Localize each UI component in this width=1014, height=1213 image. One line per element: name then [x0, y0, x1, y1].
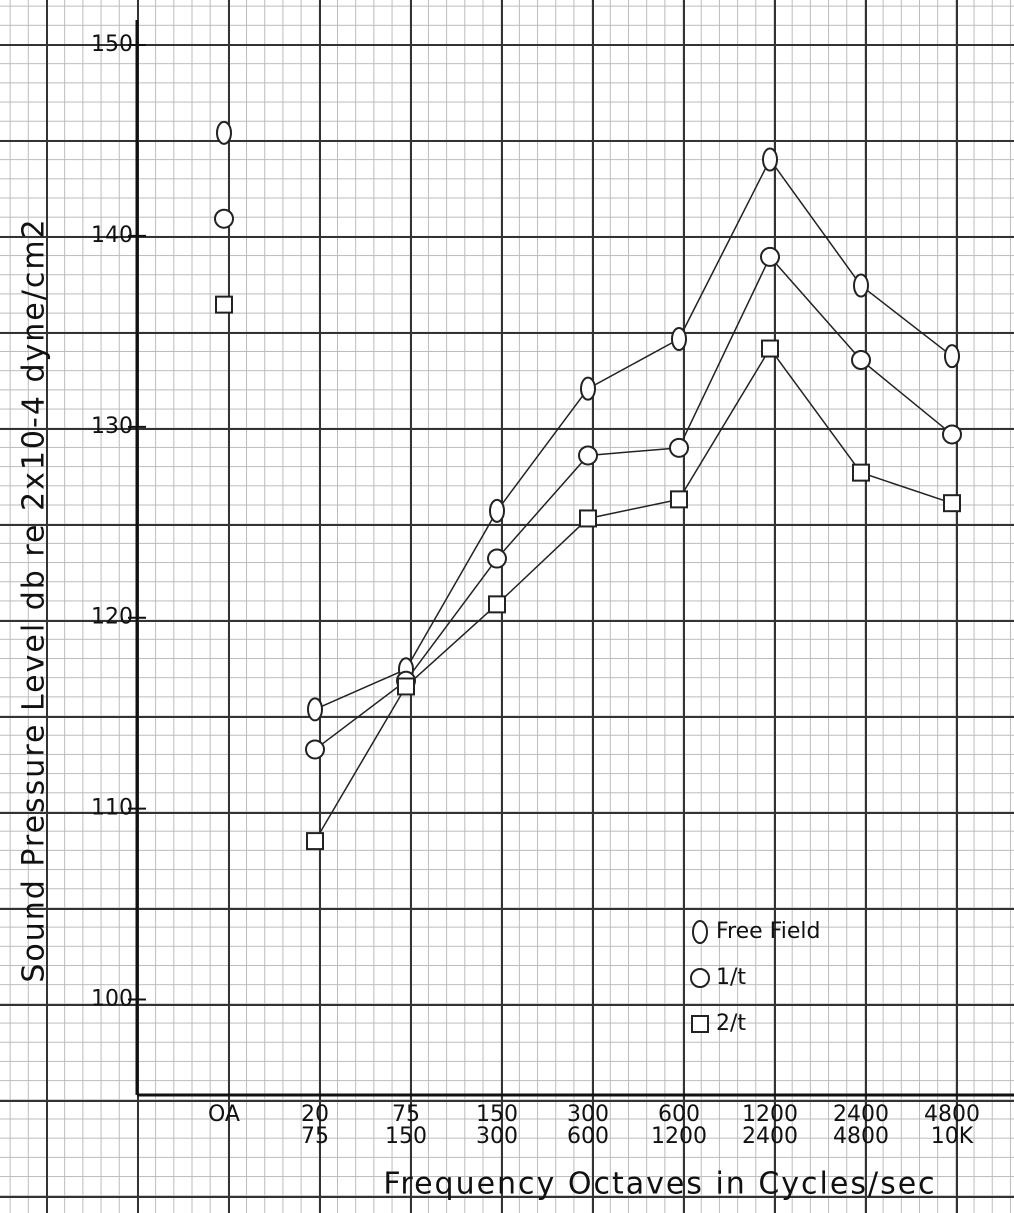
line-segment — [315, 669, 406, 709]
line-segment — [861, 360, 952, 434]
marker — [581, 378, 595, 400]
marker — [852, 351, 870, 369]
page: Sound Pressure Level db re 2x10-4 dyne/c… — [0, 0, 1014, 1213]
marker — [853, 465, 869, 481]
line-segment — [588, 448, 679, 456]
marker — [488, 550, 506, 568]
marker — [945, 345, 959, 367]
y-tick-label: 110 — [91, 796, 133, 821]
marker — [215, 210, 233, 228]
marker — [579, 446, 597, 464]
marker — [306, 740, 324, 758]
x-tick-line: 300 — [476, 1124, 518, 1149]
marker — [692, 1016, 708, 1032]
y-axis-title: Sound Pressure Level db re 2x10-4 dyne/c… — [17, 217, 52, 982]
marker — [762, 341, 778, 357]
marker — [761, 248, 779, 266]
line-segment — [770, 349, 861, 473]
marker — [670, 439, 688, 457]
x-tick-line: 600 — [567, 1124, 609, 1149]
line-segment — [770, 160, 861, 286]
y-tick-label: 140 — [91, 223, 133, 248]
legend-label: 2/t — [716, 1011, 746, 1036]
marker — [216, 297, 232, 313]
line-segment — [679, 349, 770, 500]
line-segment — [315, 686, 406, 841]
marker — [308, 698, 322, 720]
line-segment — [315, 681, 406, 750]
x-tick-line: 150 — [385, 1124, 427, 1149]
x-tick-line: OA — [208, 1102, 240, 1127]
marker — [217, 122, 231, 144]
x-tick-line: 75 — [301, 1124, 329, 1149]
line-segment — [679, 257, 770, 448]
marker — [693, 921, 707, 943]
y-tick-label: 150 — [91, 32, 133, 57]
marker — [943, 425, 961, 443]
y-tick-label: 100 — [91, 987, 133, 1012]
x-tick-label: OA — [208, 1102, 240, 1127]
marker — [307, 833, 323, 849]
marker — [763, 149, 777, 171]
x-axis-title: Frequency Octaves in Cycles/sec — [383, 1167, 936, 1202]
chart: Sound Pressure Level db re 2x10-4 dyne/c… — [0, 0, 1014, 1213]
marker — [691, 969, 709, 987]
line-segment — [497, 389, 588, 511]
line-segment — [406, 559, 497, 681]
line-segment — [497, 518, 588, 604]
line-segment — [588, 339, 679, 389]
marker — [671, 491, 687, 507]
legend-label: 1/t — [716, 965, 746, 990]
line-segment — [861, 286, 952, 357]
marker — [672, 328, 686, 350]
line-segment — [679, 160, 770, 339]
line-segment — [497, 455, 588, 558]
x-tick-line: 1200 — [651, 1124, 707, 1149]
y-tick-label: 120 — [91, 605, 133, 630]
marker — [489, 596, 505, 612]
legend-label: Free Field — [716, 919, 820, 944]
marker — [580, 510, 596, 526]
y-tick-label: 130 — [91, 414, 133, 439]
x-tick-line: 2400 — [742, 1124, 798, 1149]
x-tick-line: 4800 — [833, 1124, 889, 1149]
x-tick-line: 10K — [931, 1124, 974, 1149]
marker — [944, 495, 960, 511]
marker — [490, 500, 504, 522]
line-segment — [770, 257, 861, 360]
line-segment — [588, 499, 679, 518]
marker — [854, 275, 868, 297]
marker — [398, 678, 414, 694]
line-segment — [861, 473, 952, 504]
